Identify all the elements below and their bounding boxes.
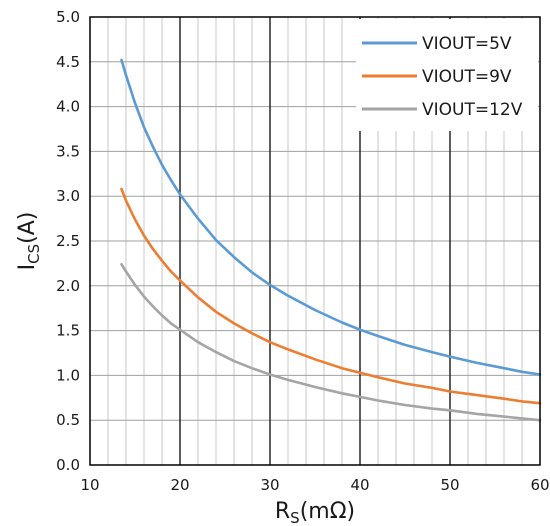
x-tick-label: 40 — [350, 476, 369, 494]
y-tick-label: 4.0 — [56, 98, 80, 116]
series-line-3 — [120, 262, 542, 422]
x-axis-title: RS(mΩ) — [275, 499, 355, 526]
y-tick-label: 1.0 — [56, 366, 80, 384]
y-tick-label: 5.0 — [56, 8, 80, 26]
plot-border — [89, 16, 541, 466]
legend-label-3: VIOUT=12V — [422, 100, 523, 120]
y-axis-title-main: I — [15, 264, 40, 271]
y-tick-label: 1.5 — [56, 322, 80, 340]
grid-major — [179, 17, 451, 465]
y-axis-title-rest: (A) — [15, 212, 40, 244]
y-axis-title: ICS(A) — [15, 212, 43, 271]
x-tick-label: 60 — [530, 476, 549, 494]
y-tick-label: 0.0 — [56, 456, 80, 474]
y-tick-label: 3.5 — [56, 142, 80, 160]
y-tick-label: 0.5 — [56, 411, 80, 429]
y-tick-label: 3.0 — [56, 187, 80, 205]
x-tick-label: 20 — [170, 476, 189, 494]
y-tick-label: 4.5 — [56, 53, 80, 71]
x-axis-title-rest: (mΩ) — [300, 499, 355, 524]
x-tick-labels: 10 20 30 40 50 60 — [80, 476, 549, 494]
legend: VIOUT=5V VIOUT=9V VIOUT=12V — [356, 19, 538, 131]
series-line-1 — [120, 58, 542, 376]
x-tick-label: 50 — [440, 476, 459, 494]
x-axis-title-sub: S — [290, 509, 300, 526]
y-tick-label: 2.5 — [56, 232, 80, 250]
series-lines — [120, 58, 542, 422]
y-tick-label: 2.0 — [56, 277, 80, 295]
y-axis-title-sub: CS — [25, 244, 43, 264]
series-line-2 — [120, 187, 542, 405]
x-tick-label: 30 — [260, 476, 279, 494]
y-tick-labels: 0.0 0.5 1.0 1.5 2.0 2.5 3.0 3.5 4.0 4.5 5.0 — [56, 8, 80, 474]
x-axis-title-main: R — [275, 499, 290, 524]
legend-label-2: VIOUT=9V — [422, 67, 512, 87]
legend-label-1: VIOUT=5V — [422, 34, 512, 54]
x-tick-label: 10 — [80, 476, 99, 494]
